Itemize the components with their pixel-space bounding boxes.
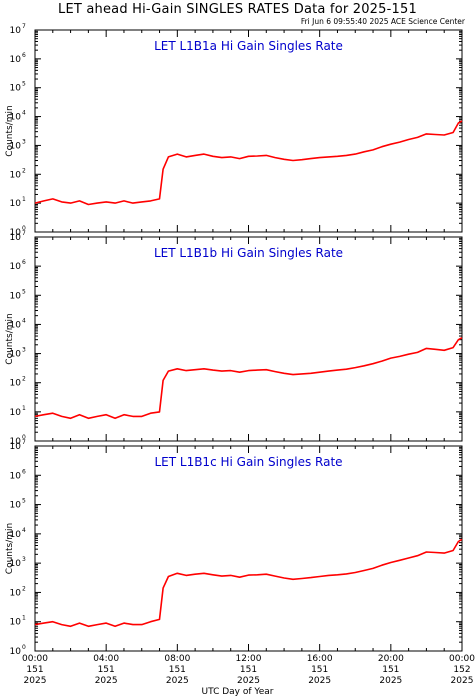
plot-frame	[34, 445, 463, 652]
y-tick-exponent: 6	[22, 259, 26, 266]
y-tick-exponent: 4	[22, 317, 26, 324]
y-tick-label: 10	[10, 262, 22, 272]
y-tick-label: 10	[10, 26, 22, 36]
y-tick-label: 10	[10, 228, 22, 238]
y-tick-label: 10	[10, 320, 22, 330]
y-tick-exponent: 5	[22, 81, 26, 88]
y-axis-label: Counts/min	[5, 523, 15, 574]
x-tick-label-time: 00:00	[22, 654, 48, 664]
y-tick-label: 10	[10, 84, 22, 94]
x-tick-label-day: 151	[98, 665, 115, 675]
x-tick-label-time: 00:00	[449, 654, 475, 664]
x-tick-label-year: 2025	[379, 676, 402, 686]
y-tick-exponent: 4	[22, 527, 26, 534]
x-tick-label-time: 16:00	[307, 654, 333, 664]
plot-frame	[34, 236, 463, 442]
y-axis-label: Counts/min	[5, 105, 15, 156]
panel-title: LET L1B1a Hi Gain Singles Rate	[154, 39, 343, 53]
y-tick-label: 10	[10, 233, 22, 243]
panel-title: LET L1B1b Hi Gain Singles Rate	[154, 246, 343, 260]
y-tick-exponent: 2	[22, 167, 26, 174]
x-tick-label-day: 151	[382, 665, 399, 675]
y-tick-exponent: 1	[22, 615, 26, 622]
panel-title: LET L1B1c Hi Gain Singles Rate	[154, 455, 342, 469]
x-tick-label-time: 20:00	[378, 654, 404, 664]
y-tick-label: 10	[10, 170, 22, 180]
y-tick-exponent: 5	[22, 498, 26, 505]
page-title: LET ahead Hi-Gain SINGLES RATES Data for…	[58, 2, 417, 17]
y-tick-label: 10	[10, 618, 22, 628]
y-tick-exponent: 5	[22, 288, 26, 295]
y-tick-label: 10	[10, 291, 22, 301]
y-tick-exponent: 3	[22, 138, 26, 145]
y-tick-exponent: 7	[22, 23, 26, 30]
y-tick-label: 10	[10, 141, 22, 151]
x-axis-label: UTC Day of Year	[201, 687, 274, 697]
y-tick-exponent: 2	[22, 376, 26, 383]
series-line	[34, 538, 463, 628]
x-tick-label-day: 152	[453, 665, 470, 675]
y-tick-label: 10	[10, 530, 22, 540]
y-tick-exponent: 0	[22, 644, 26, 651]
y-tick-exponent: 6	[22, 468, 26, 475]
y-tick-label: 10	[10, 350, 22, 360]
x-tick-label-year: 2025	[95, 676, 118, 686]
y-tick-exponent: 3	[22, 347, 26, 354]
y-tick-label: 10	[10, 442, 22, 452]
y-tick-label: 10	[10, 647, 22, 657]
y-tick-exponent: 2	[22, 585, 26, 592]
y-tick-label: 10	[10, 113, 22, 123]
x-tick-label-year: 2025	[166, 676, 189, 686]
y-tick-label: 10	[10, 408, 22, 418]
y-tick-label: 10	[10, 379, 22, 389]
y-tick-label: 10	[10, 471, 22, 481]
x-tick-label-time: 04:00	[93, 654, 119, 664]
y-tick-exponent: 1	[22, 405, 26, 412]
y-tick-label: 10	[10, 559, 22, 569]
timestamp: Fri Jun 6 09:55:40 2025 ACE Science Cent…	[300, 17, 465, 26]
x-tick-label-day: 151	[169, 665, 186, 675]
y-tick-exponent: 0	[22, 225, 26, 232]
y-tick-exponent: 6	[22, 52, 26, 59]
x-tick-label-year: 2025	[237, 676, 260, 686]
x-tick-label-day: 151	[240, 665, 257, 675]
x-tick-label-time: 12:00	[236, 654, 262, 664]
y-tick-exponent: 4	[22, 110, 26, 117]
series-line	[34, 120, 463, 206]
y-tick-label: 10	[10, 501, 22, 511]
y-tick-exponent: 0	[22, 434, 26, 441]
x-tick-label-day: 151	[26, 665, 43, 675]
x-tick-label-year: 2025	[24, 676, 47, 686]
x-tick-label-year: 2025	[451, 676, 474, 686]
y-tick-label: 10	[10, 437, 22, 447]
x-tick-label-time: 08:00	[164, 654, 190, 664]
y-tick-exponent: 7	[22, 439, 26, 446]
y-tick-exponent: 3	[22, 556, 26, 563]
y-tick-exponent: 1	[22, 196, 26, 203]
x-tick-label-year: 2025	[308, 676, 331, 686]
y-tick-label: 10	[10, 199, 22, 209]
plot-frame	[34, 29, 463, 233]
y-tick-label: 10	[10, 588, 22, 598]
x-tick-label-day: 151	[311, 665, 328, 675]
y-axis-label: Counts/min	[5, 313, 15, 364]
y-tick-exponent: 7	[22, 230, 26, 237]
y-tick-label: 10	[10, 55, 22, 65]
series-line	[34, 337, 463, 420]
